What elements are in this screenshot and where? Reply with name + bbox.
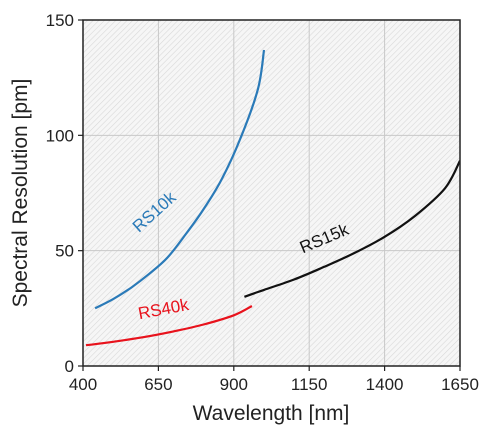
- plot-area: [83, 20, 460, 366]
- x-axis-title: Wavelength [nm]: [193, 402, 350, 425]
- y-tick-label: 0: [65, 357, 74, 376]
- y-axis-title: Spectral Resolution [pm]: [9, 79, 32, 308]
- y-tick-label: 100: [46, 126, 74, 145]
- x-tick-label: 650: [144, 375, 172, 394]
- axis-ticks: 400 650 900 1150 1400 1650 0 50 100 150: [46, 11, 479, 394]
- x-tick-label: 1150: [291, 375, 328, 394]
- x-tick-label: 900: [220, 375, 248, 394]
- y-tick-label: 150: [46, 11, 74, 30]
- x-tick-label: 400: [69, 375, 97, 394]
- series-line-rs40k: [85, 305, 253, 347]
- plot-frame: [82, 19, 461, 367]
- y-tick-label: 50: [55, 242, 74, 261]
- x-tick-label: 1650: [441, 375, 479, 394]
- series-line-rs10k: [94, 49, 266, 310]
- grid-lines: [83, 20, 460, 366]
- series-group: [85, 49, 460, 347]
- series-line-rs15k: [244, 160, 460, 298]
- x-tick-label: 1400: [366, 375, 404, 394]
